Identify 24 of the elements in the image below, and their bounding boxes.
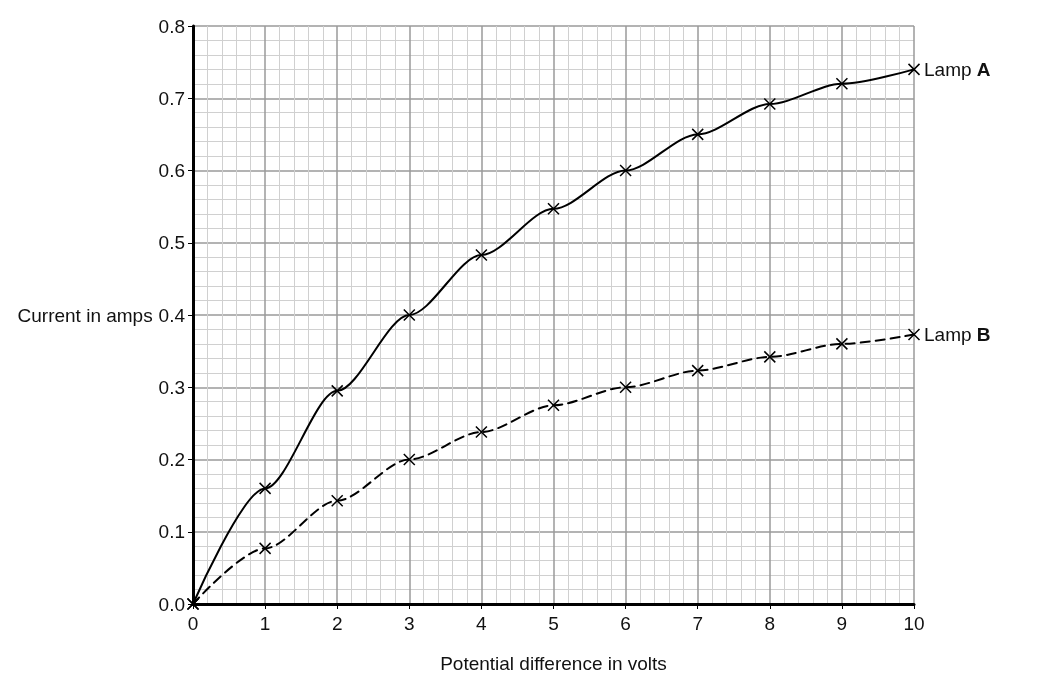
x-tick-label: 10	[903, 613, 925, 634]
y-tick-label: 0.0	[158, 593, 185, 615]
y-tick-label: 0.7	[158, 87, 185, 109]
x-tick-label: 5	[548, 613, 559, 634]
x-axis-title: Potential difference in volts	[440, 653, 667, 674]
x-tick-label: 7	[692, 613, 703, 634]
x-tick-label: 1	[259, 613, 271, 634]
x-tick-label: 3	[404, 613, 415, 634]
y-tick-label: 0.2	[158, 449, 185, 470]
x-tick-label: 9	[836, 613, 848, 634]
series-label: Lamp A	[924, 58, 991, 80]
x-tick-label: 4	[476, 613, 488, 634]
y-tick-label: 0.3	[158, 376, 185, 398]
y-tick-label: 0.8	[158, 15, 185, 37]
x-tick-label: 8	[764, 613, 776, 634]
y-axis-title: Current in amps	[17, 304, 153, 326]
x-tick-label: 6	[620, 613, 631, 634]
y-tick-label: 0.4	[158, 304, 186, 326]
x-tick-label: 0	[187, 613, 199, 634]
x-tick-label: 2	[331, 613, 343, 634]
y-tick-label: 0.6	[158, 160, 185, 181]
series-label: Lamp B	[924, 324, 991, 346]
y-tick-label: 0.1	[158, 521, 185, 543]
y-tick-label: 0.5	[158, 232, 185, 254]
